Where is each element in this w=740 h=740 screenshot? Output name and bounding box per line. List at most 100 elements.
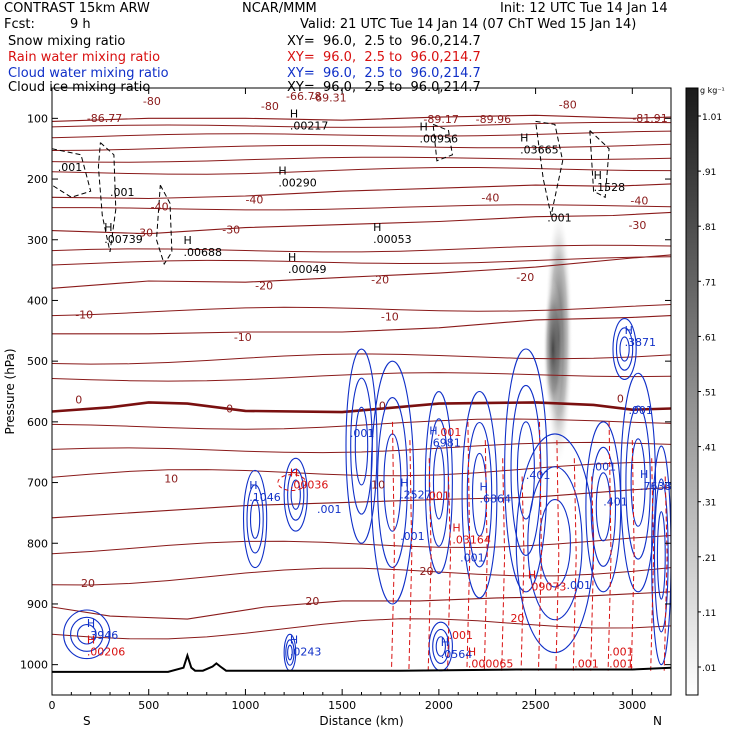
snow-contour-1: [155, 184, 173, 266]
cloud-water-label-9: .001: [317, 503, 342, 516]
isotherm-extra-9: [52, 256, 671, 266]
temperature-label-5-1: -30: [222, 224, 240, 237]
y-tick-label-2: 300: [27, 234, 48, 247]
temperature-label-2-3: 0: [617, 392, 624, 405]
rain-label-4: .001: [449, 629, 474, 642]
temperature-label-3-0: -10: [75, 309, 93, 322]
y-tick-label-0: 100: [27, 112, 48, 125]
cloud-water-label-4: .401: [526, 469, 551, 482]
cloud-water-contour-7-0: [242, 469, 268, 569]
cloud-water-contour-13-2: [656, 511, 666, 600]
x-tick-label-0: 0: [49, 699, 56, 712]
rain-contour-4: [466, 421, 471, 671]
temperature-contour-1: [52, 486, 671, 519]
rain-label-6: .00206: [87, 646, 126, 659]
cloud-water-label-14: .0243: [290, 646, 322, 659]
colorbar-label-7: .71: [702, 278, 716, 288]
snow-contour-2: [432, 123, 453, 162]
y-tick-label-4: 500: [27, 355, 48, 368]
cloud-water-label-0: .001: [350, 427, 375, 440]
temperature-extremum-3: -89.17: [423, 113, 458, 126]
cloud-water-contour-1-2: [471, 452, 488, 537]
cloud-water-contour-14-1: [350, 377, 373, 515]
cloud-water-contour-6-2: [290, 479, 301, 510]
cloud-water-contour-10-1: [432, 628, 450, 664]
colorbar-label-9: .91: [702, 168, 716, 178]
temperature-extremum-5: -81.91: [632, 112, 667, 125]
isotherm-extra-3: [52, 461, 671, 478]
y-tick-label-6: 700: [27, 477, 48, 490]
snow-label-0: .00217: [290, 119, 329, 132]
isotherm-extra-8: [52, 304, 671, 317]
endpoint-north: N: [653, 714, 662, 728]
x-axis-label: Distance (km): [319, 714, 403, 728]
cloud-water-contour-12-1: [527, 466, 583, 621]
snow-label-9: .00053: [373, 233, 412, 246]
temperature-label-0-2: 20: [420, 565, 434, 578]
cloud-water-contour-9-2: [287, 644, 293, 661]
isotherm-extra-10: [52, 244, 671, 253]
cloud-water-label-16: .001: [628, 404, 653, 417]
field-xy-snow: XY= 96.0, 2.5 to 96.0,214.7: [287, 34, 481, 49]
colorbar-unit: g kg⁻¹: [700, 86, 725, 95]
snow-label-2: .03665: [520, 144, 559, 157]
cloud-water-label-15: .3946: [87, 629, 119, 642]
x-tick-label-1: 500: [138, 699, 159, 712]
isotherm-extra-5: [52, 418, 671, 430]
cloud-water-contour-13-1: [653, 478, 669, 633]
temperature-label-7-0: -80: [143, 95, 161, 108]
snow-high-marker-10: H: [288, 251, 296, 264]
cloud-water-contour-11-2: [619, 336, 630, 362]
field-name-snow: Snow mixing ratio: [8, 34, 126, 49]
temperature-label-7-1: -80: [261, 100, 279, 113]
rain-contour-13: [630, 440, 635, 671]
isotherm-extra-12: [52, 167, 671, 175]
snow-label-11: .001: [58, 161, 83, 174]
temperature-label-3-1: -10: [234, 331, 252, 344]
cloud-water-contour-2-2: [516, 421, 535, 520]
cloud-water-contour-10-2: [435, 636, 446, 657]
cloud-water-label-7: .7638: [640, 480, 672, 493]
snow-high-marker-8: H: [184, 234, 192, 247]
temperature-label-1-0: 10: [164, 473, 178, 486]
snow-label-4: .00290: [278, 176, 317, 189]
cloud-water-contour-7-1: [246, 484, 264, 554]
rain-contour-8: [538, 421, 542, 671]
rain-label-11: 20: [510, 612, 524, 625]
snow-high-marker-4: H: [278, 164, 286, 177]
rain-contour-12: [607, 421, 612, 671]
isotherm-extra-0: [52, 618, 671, 640]
cloud-water-contour-2-1: [510, 384, 542, 556]
y-tick-label-7: 800: [27, 537, 48, 550]
cloud-water-label-3: .6864: [479, 493, 511, 506]
rain-contour-isolated: [277, 474, 307, 492]
cloud-water-contour-7-2: [249, 499, 261, 539]
snow-label-3: .1528: [594, 181, 626, 194]
isotherm-extra-4: [52, 441, 671, 454]
temperature-contour-6: [52, 183, 671, 200]
y-tick-label-8: 900: [27, 598, 48, 611]
isotherm-extra-16: [52, 121, 671, 128]
cloud-water-high-marker-14: H: [290, 634, 298, 647]
temperature-label-5-0: -30: [135, 227, 153, 240]
temperature-extremum-1: -69.31: [311, 91, 346, 104]
colorbar-label-4: .41: [702, 444, 716, 454]
cloud-water-contour-12-2: [538, 498, 571, 588]
snow-shading-core: [543, 279, 564, 420]
temperature-label-0-0: 20: [81, 577, 95, 590]
rain-label-8: .001: [574, 658, 599, 671]
rain-contour-3: [447, 476, 452, 671]
rain-contour-7: [520, 476, 525, 671]
colorbar-label-2: .21: [702, 554, 716, 564]
y-tick-label-3: 400: [27, 294, 48, 307]
colorbar: [685, 87, 699, 696]
plot-frame: [51, 87, 672, 696]
center-label: NCAR/MMM: [242, 1, 317, 16]
temperature-contour-0: [52, 591, 671, 620]
rain-label-5: .001: [609, 646, 634, 659]
colorbar-label-0: .01: [702, 664, 716, 674]
colorbar-label-3: .31: [702, 499, 716, 509]
snow-contour-0: [97, 142, 117, 253]
cloud-water-high-marker-15: H: [87, 617, 95, 630]
